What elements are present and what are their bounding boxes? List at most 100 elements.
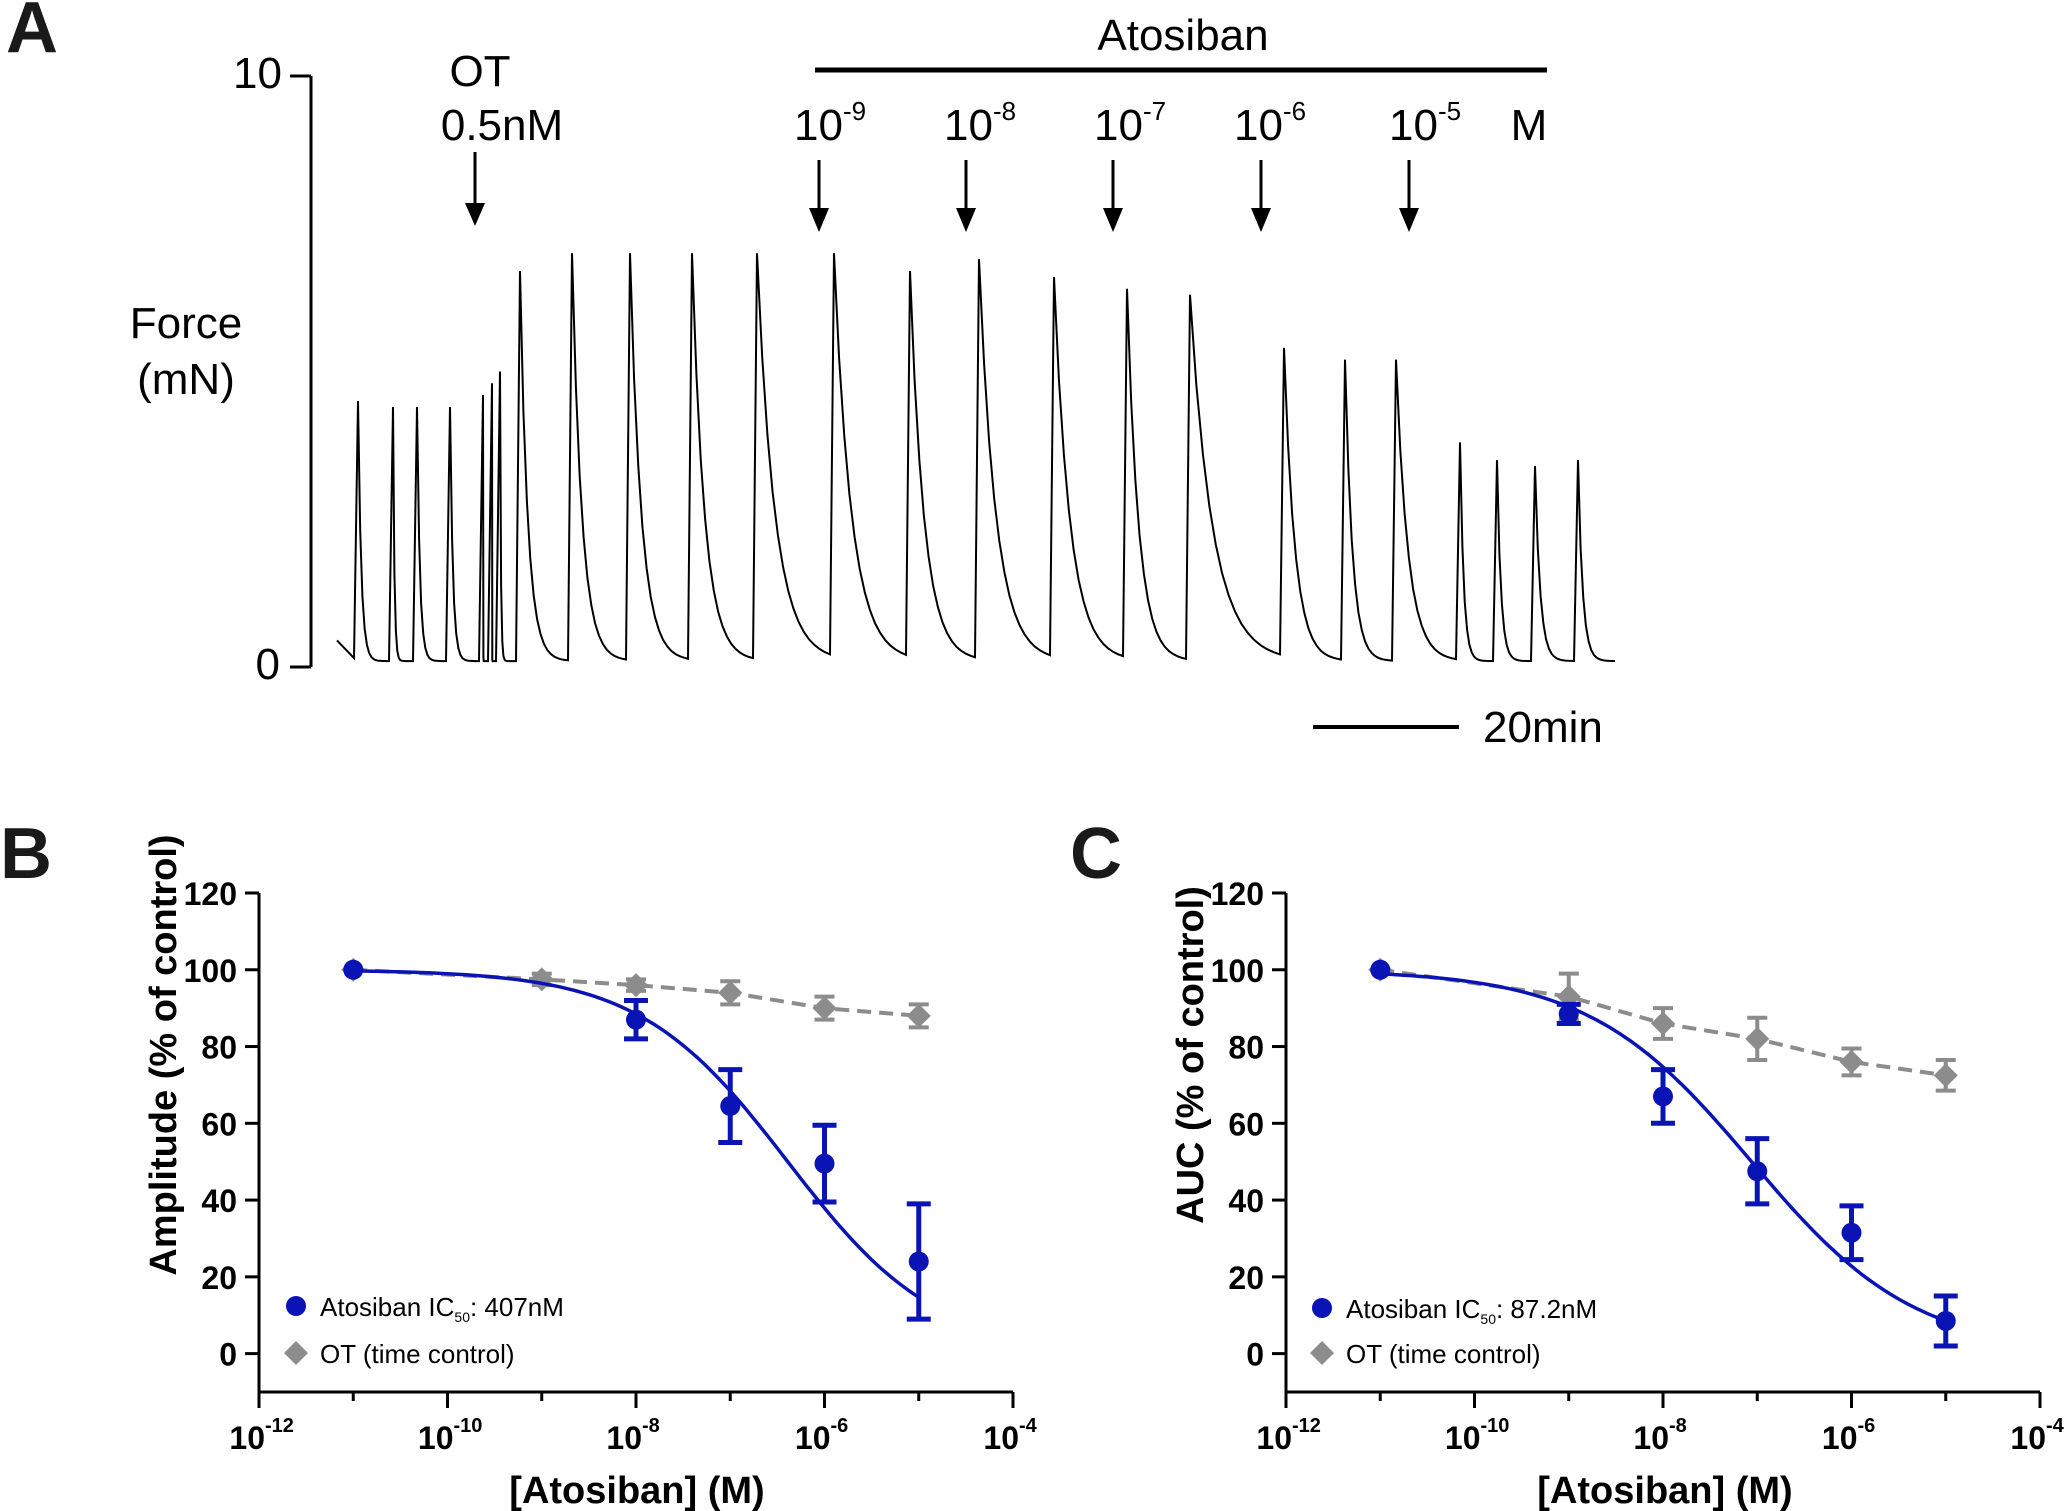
panel-c-atosiban-point (1935, 1310, 1956, 1331)
svg-text:10-7: 10-7 (1094, 96, 1166, 150)
panel-c-x-tick-label: 10 (1822, 1420, 1858, 1456)
legend-c-ic50-subscript: 50 (1480, 1311, 1496, 1327)
legend-c-ot: OT (time control) (1310, 1339, 1541, 1369)
panel-c-atosiban-point (1558, 1003, 1579, 1024)
panel-b-atosiban-point (814, 1153, 835, 1174)
panel-b-y-tick-label: 40 (201, 1183, 237, 1219)
panel-b-y-tick-label: 20 (201, 1260, 237, 1296)
panel-b-y-tick-label: 80 (201, 1030, 237, 1066)
dose-label-1e-9: 10-9 (794, 96, 866, 150)
dose-base: 10 (794, 101, 843, 150)
legend-c-atosiban: Atosiban IC50: 87.2nM (1312, 1294, 1597, 1327)
ot-arrow-icon (465, 152, 485, 226)
panel-a-ylabel-line2: (mN) (137, 355, 235, 404)
panel-b-x-tick-base: 10 (795, 1420, 831, 1456)
svg-text:Atosiban IC50: 407nM: Atosiban IC50: 407nM (320, 1292, 564, 1325)
panel-a-y-tick-label-0: 0 (256, 640, 280, 689)
legend-c-ic50-value: : 87.2nM (1496, 1294, 1597, 1324)
panel-b-x-tick-exponent: -6 (831, 1415, 849, 1437)
panel-c-y-tick-label: 80 (1228, 1030, 1264, 1066)
panel-c-y-tick-label: 100 (1211, 953, 1264, 989)
ot-label: OT (449, 47, 510, 96)
ot-concentration-label: 0.5nM (441, 101, 563, 150)
panel-b-ot-point (718, 980, 743, 1005)
atosiban-label: Atosiban (1097, 11, 1268, 60)
panel-c-ylabel: AUC (% of control) (1170, 886, 1212, 1224)
panel-b-x-tick-base: 10 (606, 1420, 642, 1456)
dose-arrow-icon (1399, 160, 1419, 232)
panel-c-y-tick-label: 20 (1228, 1260, 1264, 1296)
dose-exponent: -8 (993, 96, 1016, 126)
panel-b-ot-point (624, 973, 648, 998)
panel-b-x-tick-label: 10 (795, 1420, 831, 1456)
legend-b-atosiban-text: Atosiban IC (320, 1292, 454, 1322)
panel-c-x-tick-label: 10 (1256, 1420, 1292, 1456)
panel-b-atosiban-point (343, 959, 364, 980)
dose-base: 10 (1389, 101, 1438, 150)
panel-c-x-tick-base: 10 (2010, 1420, 2046, 1456)
panel-b-x-tick-exponent: -4 (1019, 1415, 1038, 1437)
panel-c-x-tick-exponent: -10 (1481, 1415, 1510, 1437)
panel-c-x-tick-base: 10 (1256, 1420, 1292, 1456)
panel-b-x-tick-exponent: -8 (642, 1415, 660, 1437)
panel-c-y-tick-label: 0 (1246, 1337, 1264, 1373)
legend-c-ot-text: OT (time control) (1346, 1339, 1541, 1369)
panel-b-ot-point (906, 1003, 931, 1028)
panel-c-ot-line (1380, 967, 1947, 1078)
panel-c-x-tick-label: 10 (1633, 1420, 1669, 1456)
panel-c-ot-point (1933, 1063, 1958, 1088)
dose-unit-label: M (1511, 101, 1548, 150)
legend-b-atosiban: Atosiban IC50: 407nM (286, 1292, 564, 1325)
dose-label-1e-5: 10-5 (1389, 96, 1461, 150)
dose-exponent: -6 (1283, 96, 1306, 126)
panel-c-plot: AUC (% of control) [Atosiban] (M) Atosib… (1170, 876, 2065, 1511)
panel-letter-b: B (0, 814, 52, 894)
panel-b-x-tick-exponent: -12 (265, 1415, 294, 1437)
panel-c-atosiban-point (1841, 1222, 1862, 1243)
panel-b-plot: Amplitude (% of control) [Atosiban] (M) … (143, 834, 1038, 1511)
panel-b-ylabel: Amplitude (% of control) (143, 834, 185, 1275)
panel-b-x-tick-label: 10 (606, 1420, 642, 1456)
panel-a-y-tick-label-10: 10 (233, 49, 282, 98)
panel-a: A 10 0 Force (mN) OT 0.5nM Atosiban 10-9… (6, 0, 1615, 752)
panel-a-ylabel-line1: Force (130, 299, 242, 348)
panel-c-x-tick-base: 10 (1445, 1420, 1481, 1456)
legend-c-atosiban-text: Atosiban IC (1346, 1294, 1480, 1324)
panel-b-ot-point (529, 967, 554, 992)
dose-exponent: -9 (843, 96, 866, 126)
dose-label-1e-6: 10-6 (1234, 96, 1306, 150)
panel-c-x-tick-exponent: -4 (2046, 1415, 2065, 1437)
panel-letter-a: A (6, 0, 58, 68)
legend-b-atosiban-marker (286, 1296, 306, 1316)
panel-c-x-tick-exponent: -12 (1292, 1415, 1321, 1437)
legend-c-atosiban-marker (1312, 1298, 1332, 1318)
legend-b-ic50-value: : 407nM (470, 1292, 564, 1322)
panel-letter-c: C (1070, 814, 1122, 894)
panel-b-atosiban-point (626, 1009, 646, 1030)
panel-c-atosiban-fit-curve (1380, 972, 1947, 1323)
panel-c-atosiban-point (1653, 1086, 1673, 1107)
panel-c-x-tick-exponent: -8 (1669, 1415, 1687, 1437)
panel-b-ot-point (812, 996, 837, 1021)
panel-c-x-tick-base: 10 (1633, 1420, 1669, 1456)
dose-arrow-icon (956, 160, 976, 232)
legend-b-ot: OT (time control) (284, 1339, 515, 1369)
svg-text:Atosiban IC50: 87.2nM: Atosiban IC50: 87.2nM (1346, 1294, 1597, 1327)
legend-b-ot-text: OT (time control) (320, 1339, 515, 1369)
time-scale-label: 20min (1483, 703, 1603, 752)
panel-b-x-tick-base: 10 (983, 1420, 1019, 1456)
panel-c-ot-point (1651, 1011, 1675, 1036)
panel-c-ot-point (1745, 1026, 1770, 1051)
panel-b-x-tick-label: 10 (983, 1420, 1019, 1456)
legend-c-ot-marker (1310, 1341, 1334, 1365)
panel-b-x-tick-base: 10 (229, 1420, 265, 1456)
dose-exponent: -5 (1438, 96, 1461, 126)
panel-c-x-tick-exponent: -6 (1858, 1415, 1876, 1437)
legend-b-ot-marker (284, 1341, 308, 1365)
svg-text:10-5: 10-5 (1389, 96, 1461, 150)
dose-label-1e-8: 10-8 (944, 96, 1016, 150)
panel-c-atosiban-point (1370, 959, 1391, 980)
panel-b-atosiban-point (908, 1251, 929, 1272)
panel-c-x-tick-label: 10 (1445, 1420, 1481, 1456)
